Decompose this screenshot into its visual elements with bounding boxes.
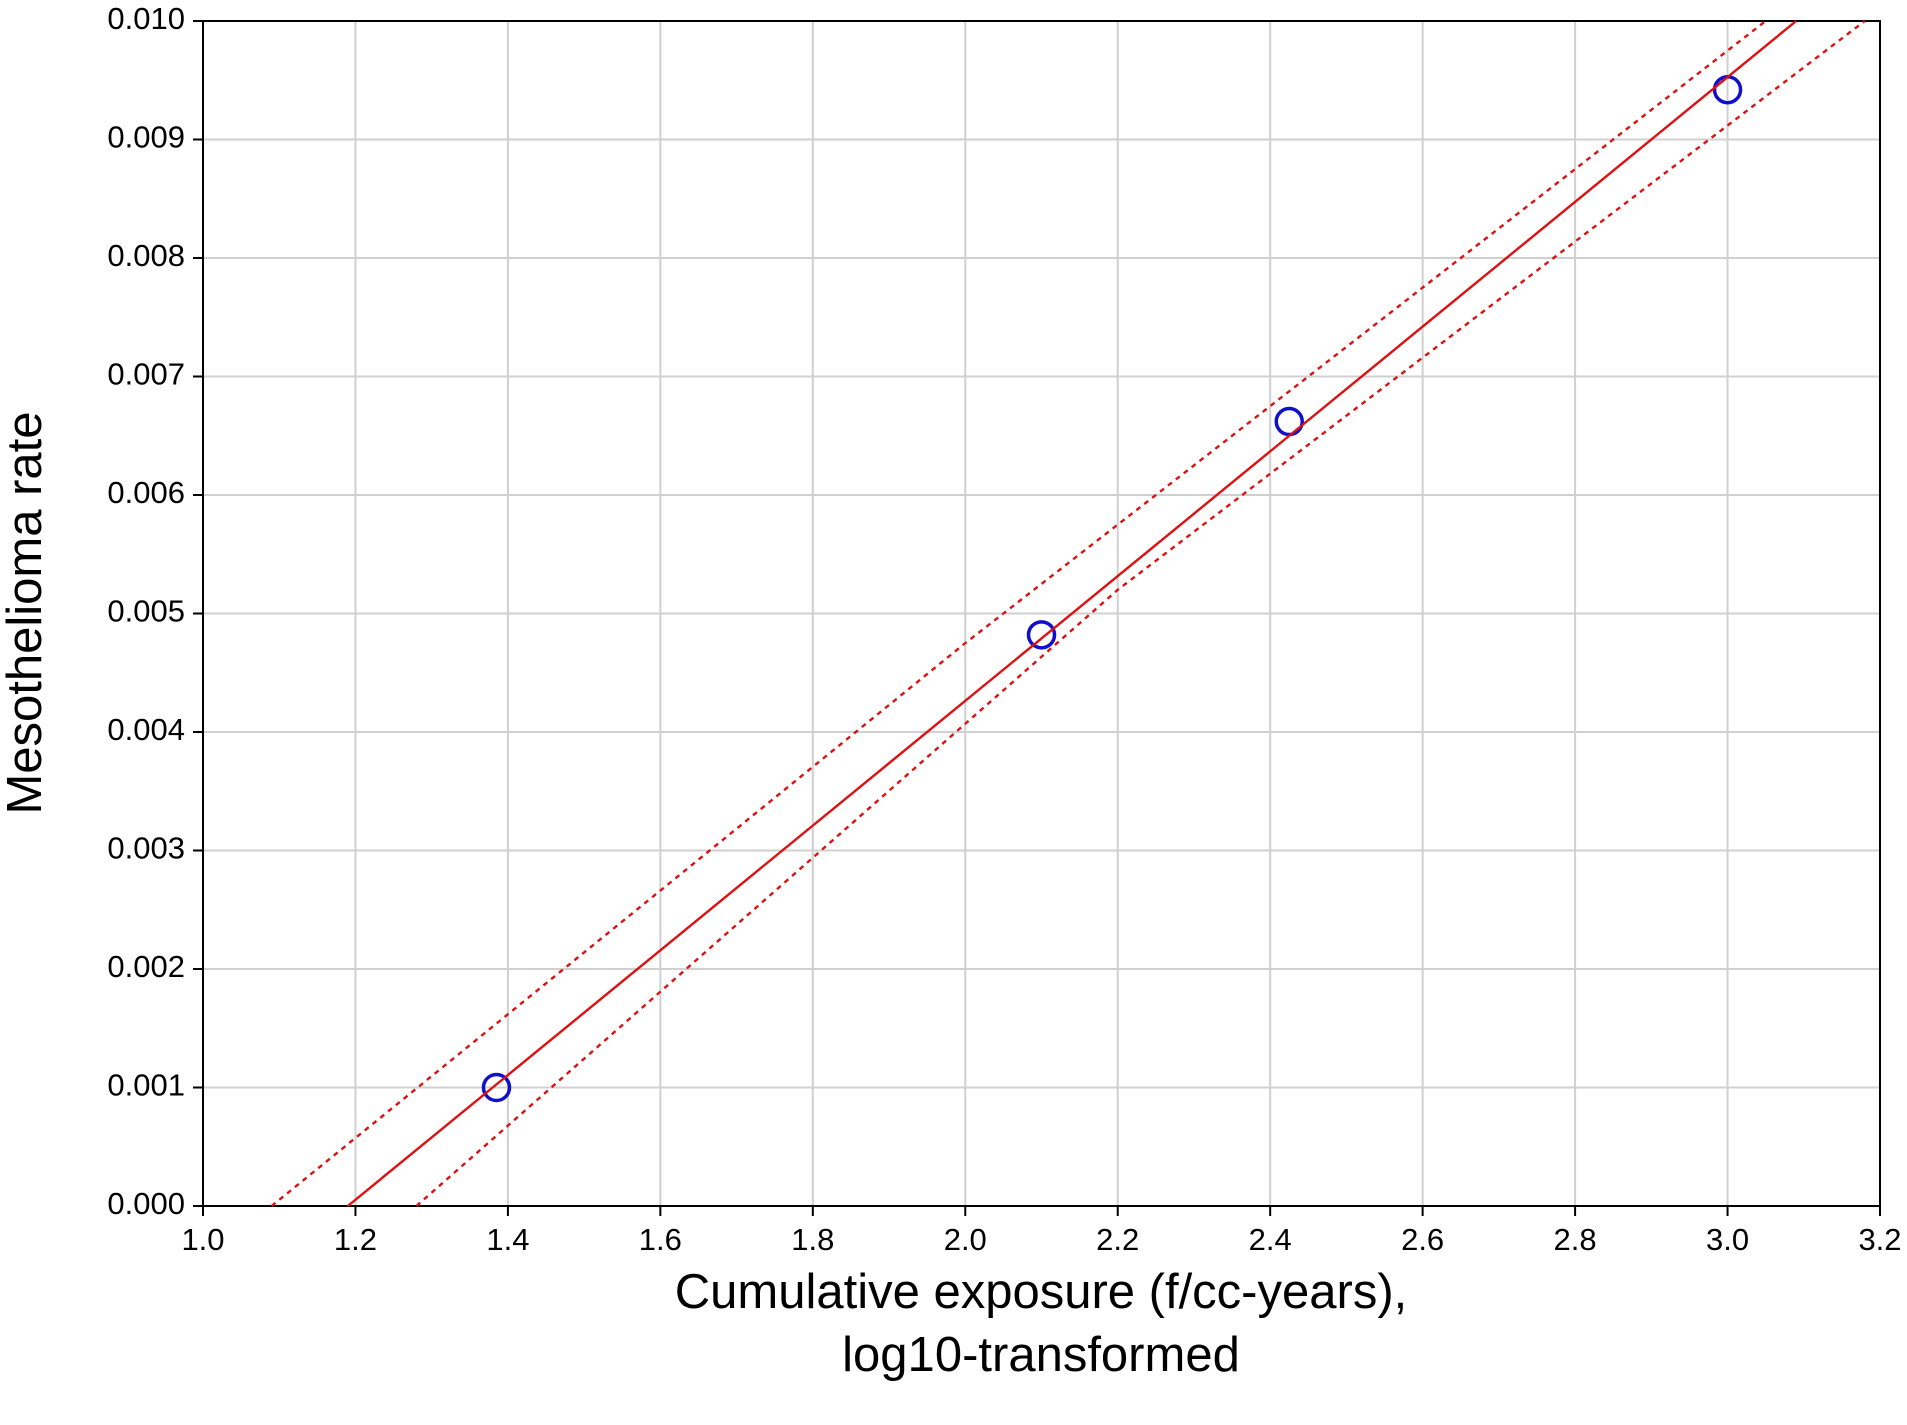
y-tick-label: 0.003 — [107, 831, 185, 866]
plot-frame — [202, 20, 1881, 1207]
x-tick-label: 1.2 — [334, 1222, 377, 1257]
y-tick-label: 0.004 — [107, 712, 185, 747]
y-tick-label: 0.006 — [107, 475, 185, 510]
y-tick-label: 0.000 — [107, 1186, 185, 1221]
data-point — [1274, 406, 1304, 437]
y-tick-label: 0.005 — [107, 594, 185, 629]
x-tick-label: 2.2 — [1096, 1222, 1139, 1257]
x-axis-title: Cumulative exposure (f/cc-years), — [675, 1265, 1408, 1319]
x-tick-label: 1.8 — [791, 1222, 834, 1257]
data-point — [1026, 620, 1057, 650]
x-tick-label: 1.0 — [181, 1222, 224, 1257]
y-tick-label: 0.007 — [107, 357, 185, 392]
y-tick-label: 0.009 — [107, 120, 185, 155]
x-tick-label: 2.8 — [1554, 1222, 1597, 1257]
confidence-line — [270, 20, 1767, 1207]
x-tick-label: 3.0 — [1706, 1222, 1749, 1257]
fit-line — [347, 20, 1797, 1207]
x-axis-title: log10-transformed — [842, 1328, 1240, 1382]
x-tick-label: 3.2 — [1858, 1222, 1901, 1257]
x-tick-label: 2.4 — [1249, 1222, 1292, 1257]
y-tick-label: 0.001 — [107, 1068, 185, 1103]
x-tick-label: 1.4 — [486, 1222, 529, 1257]
y-axis-title: Mesothelioma rate — [0, 411, 52, 814]
x-tick-label: 2.6 — [1401, 1222, 1444, 1257]
y-tick-label: 0.008 — [107, 238, 185, 273]
data-point — [481, 1072, 512, 1103]
confidence-line — [415, 20, 1866, 1207]
y-tick-label: 0.010 — [107, 1, 185, 36]
x-tick-label: 1.6 — [639, 1222, 682, 1257]
x-tick-label: 2.0 — [944, 1222, 987, 1257]
y-tick-label: 0.002 — [107, 949, 185, 984]
